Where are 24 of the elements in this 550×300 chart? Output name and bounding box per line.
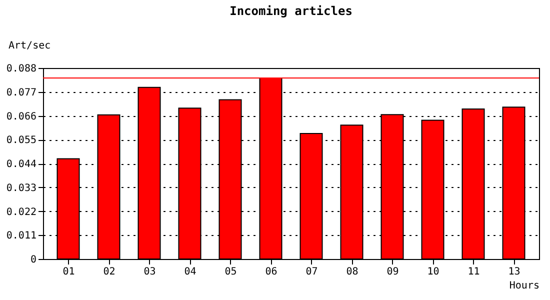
x-tick-label: 05 xyxy=(224,266,237,278)
x-tick-label: 10 xyxy=(427,266,440,278)
y-tick-label: 0.011 xyxy=(6,230,36,242)
y-tick-label: 0.044 xyxy=(6,159,36,170)
y-tick-label: 0.088 xyxy=(6,64,36,74)
y-tick-label: 0.055 xyxy=(6,135,36,146)
x-tick-label: 04 xyxy=(184,266,196,278)
chart-title: Incoming articles xyxy=(230,4,352,18)
y-tick-label: 0 xyxy=(30,254,36,266)
x-tick-label: 09 xyxy=(386,266,399,278)
x-axis-title: Hours xyxy=(509,280,540,292)
x-tick-label: 11 xyxy=(468,266,480,278)
x-tick-label: 08 xyxy=(346,266,358,278)
y-axis-title: Art/sec xyxy=(8,40,51,52)
y-tick-label: 0.077 xyxy=(6,87,36,98)
x-tick-label: 07 xyxy=(306,266,318,278)
x-tick-label: 02 xyxy=(103,266,116,278)
x-tick-label: 06 xyxy=(265,266,278,278)
y-tick-label: 0.022 xyxy=(6,206,36,218)
y-tick-label: 0.033 xyxy=(6,182,36,194)
x-tick-label: 03 xyxy=(144,266,156,278)
x-tick-label: 13 xyxy=(508,266,520,278)
x-tick-label: 01 xyxy=(62,266,75,278)
y-tick-label: 0.066 xyxy=(6,111,36,122)
